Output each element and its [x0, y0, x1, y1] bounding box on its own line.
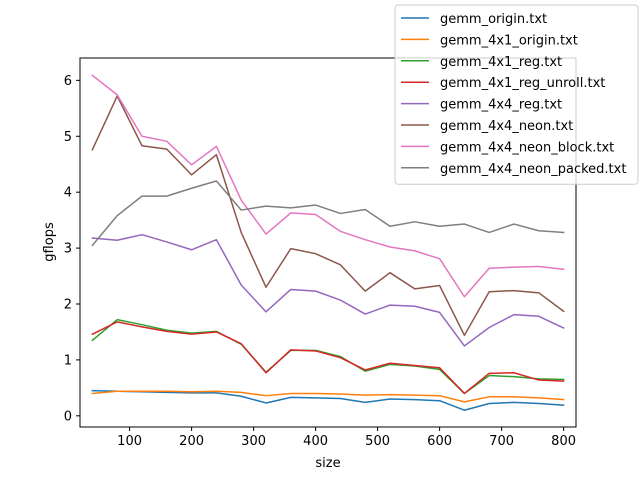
- y-tick-label: 1: [64, 353, 72, 368]
- y-tick-label: 4: [64, 186, 72, 201]
- series-line-5: [91, 95, 565, 337]
- x-axis-label: size: [315, 456, 340, 471]
- y-tick-label: 2: [64, 298, 72, 313]
- legend-label-5: gemm_4x4_neon.txt: [440, 119, 573, 134]
- plot-area-frame: [79, 57, 577, 428]
- legend: gemm_origin.txt gemm_4x1_origin.txt gemm_4…: [394, 4, 639, 185]
- legend-box: [394, 4, 639, 185]
- x-tick-label: 700: [489, 434, 514, 449]
- x-axis: 100 200 300 400 500 600 700 800: [117, 427, 576, 449]
- series-layer: [91, 74, 565, 411]
- y-tick-label: 0: [64, 409, 72, 424]
- series-line-6: [91, 74, 565, 298]
- x-tick-label: 400: [303, 434, 328, 449]
- x-tick-label: 800: [551, 434, 576, 449]
- series-line-0: [91, 389, 565, 411]
- legend-label-1: gemm_4x1_origin.txt: [440, 33, 578, 48]
- x-tick-label: 600: [427, 434, 452, 449]
- x-tick-label: 100: [117, 434, 142, 449]
- x-tick-label: 300: [241, 434, 266, 449]
- series-line-3: [91, 321, 565, 395]
- legend-label-2: gemm_4x1_reg.txt: [440, 55, 562, 70]
- y-tick-label: 3: [64, 242, 72, 257]
- legend-label-6: gemm_4x4_neon_block.txt: [440, 140, 614, 155]
- series-line-2: [91, 318, 565, 395]
- y-tick-label: 6: [64, 74, 72, 89]
- x-tick-label: 500: [365, 434, 390, 449]
- legend-label-3: gemm_4x1_reg_unroll.txt: [440, 76, 605, 91]
- legend-label-0: gemm_origin.txt: [440, 12, 547, 27]
- legend-label-4: gemm_4x4_reg.txt: [440, 98, 562, 113]
- x-tick-label: 200: [179, 434, 204, 449]
- series-line-4: [91, 233, 565, 347]
- y-axis: 0 1 2 3 4 5 6: [64, 74, 80, 424]
- y-tick-label: 5: [64, 130, 72, 145]
- series-line-7: [91, 180, 565, 247]
- legend-label-7: gemm_4x4_neon_packed.txt: [440, 162, 626, 177]
- series-line-1: [91, 390, 565, 403]
- y-axis-label: gflops: [42, 222, 57, 262]
